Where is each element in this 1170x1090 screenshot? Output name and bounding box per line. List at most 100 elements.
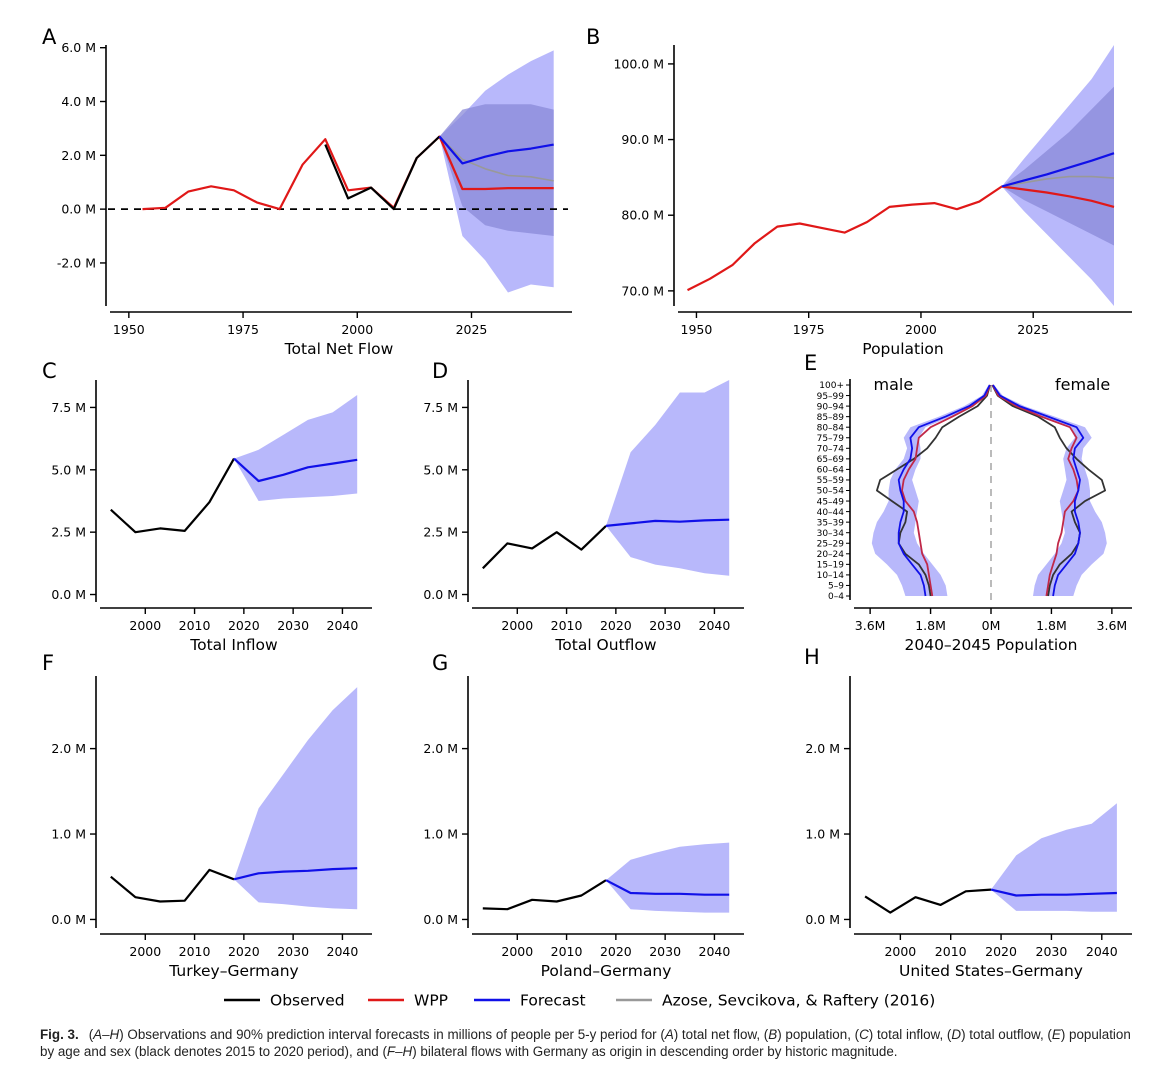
- forecast-series-line: [233, 457, 358, 483]
- caption-part: F–H: [386, 1044, 413, 1059]
- male-label: male: [874, 375, 914, 394]
- y-tick-label: 1.0 M: [805, 827, 840, 842]
- x-tick-label: 3.6M: [1097, 618, 1128, 633]
- caption-part: A: [664, 1027, 674, 1042]
- observed-series-line: [110, 868, 235, 903]
- x-tick-label: 2010: [551, 618, 583, 633]
- age-group-label: 0–4: [828, 592, 844, 602]
- age-group-label: 35–39: [817, 518, 845, 528]
- y-tick-label: 90.0 M: [621, 132, 664, 147]
- x-tick-label: 2040: [1086, 944, 1118, 959]
- panel-letter: E: [804, 351, 817, 375]
- age-group-label: 95–99: [817, 392, 845, 402]
- observed-series-line: [482, 879, 607, 911]
- y-tick-label: 1.0 M: [423, 827, 458, 842]
- caption-part: ) total outflow, (: [961, 1027, 1052, 1042]
- x-tick-label: 2010: [179, 618, 211, 633]
- caption-part: ) total net flow, (: [673, 1027, 769, 1042]
- x-axis-label: 2040–2045 Population: [904, 636, 1077, 654]
- legend: Observed WPP Forecast Azose, Sevcikova, & R…: [224, 992, 935, 1010]
- age-group-label: 75–79: [817, 434, 845, 444]
- azose-series-line: [438, 135, 554, 182]
- figure-caption: Fig. 3. (A–H) Observations and 90% predic…: [40, 1026, 1140, 1060]
- y-tick-label: 1.0 M: [51, 827, 86, 842]
- panel-b: 70.0 M 80.0 M 90.0 M 100.0 M 1950 1975 2000 202…: [586, 25, 1132, 358]
- y-tick-label: 0.0 M: [423, 587, 458, 602]
- age-group-label: 90–94: [817, 402, 845, 412]
- age-group-label: 80–84: [817, 423, 845, 433]
- caption-fig-label: Fig. 3.: [40, 1027, 79, 1042]
- x-tick-label: 2000: [341, 322, 373, 337]
- panel-a: -2.0 M 0.0 M 2.0 M 4.0 M 6.0 M 1950 1975 2000 20…: [42, 25, 572, 358]
- age-group-label: 15–19: [817, 561, 845, 571]
- x-tick-label: 2020: [228, 944, 260, 959]
- age-group-label: 25–29: [817, 539, 845, 549]
- age-group-label: 45–49: [817, 497, 845, 507]
- y-tick-label: 70.0 M: [621, 283, 664, 298]
- x-axis-label: Total Inflow: [189, 636, 278, 654]
- age-group-label: 10–14: [817, 571, 845, 581]
- x-axis-label: Population: [862, 340, 943, 358]
- y-tick-label: 7.5 M: [423, 400, 458, 415]
- x-tick-label: 2030: [649, 618, 681, 633]
- y-tick-label: 5.0 M: [51, 462, 86, 477]
- panel-letter: A: [42, 25, 57, 49]
- y-tick-label: 2.0 M: [423, 741, 458, 756]
- outer-interval-band: [234, 395, 358, 501]
- panel-h: 0.0 M 1.0 M 2.0 M 2000 2010 2020 2030 2040Unite…: [804, 645, 1132, 980]
- caption-part: D: [951, 1027, 962, 1042]
- outer-interval-band: [234, 687, 358, 910]
- caption-part: ) population, (: [777, 1027, 860, 1042]
- y-tick-label: 0.0 M: [423, 912, 458, 927]
- panel-c: 0.0 M 2.5 M 5.0 M 7.5 M 2000 2010 2020 2030 2040…: [42, 359, 372, 654]
- age-group-label: 85–89: [817, 413, 845, 423]
- male-wpp-line: [901, 384, 991, 597]
- caption-part: ) bilateral flows with Germany as origin…: [412, 1044, 898, 1059]
- y-tick-label: 2.5 M: [51, 525, 86, 540]
- x-tick-label: 2030: [277, 944, 309, 959]
- x-tick-label: 1950: [113, 322, 145, 337]
- forecast-series-line: [438, 135, 554, 165]
- y-tick-label: 0.0 M: [805, 912, 840, 927]
- x-tick-label: 2010: [935, 944, 967, 959]
- inner-interval-band: [439, 104, 554, 236]
- y-tick-label: 0.0 M: [61, 202, 96, 217]
- caption-part: ) total inflow, (: [868, 1027, 952, 1042]
- x-tick-label: 1.8M: [915, 618, 946, 633]
- y-tick-label: 2.5 M: [423, 525, 458, 540]
- panel-e-pyramid: 0–45–910–1415–1920–2425–2930–3435–3940–4…: [804, 351, 1132, 654]
- x-axis-label: Total Net Flow: [284, 340, 394, 358]
- x-tick-label: 2040: [699, 944, 731, 959]
- x-tick-label: 2000: [905, 322, 937, 337]
- age-group-label: 70–74: [817, 445, 845, 455]
- x-axis-label: Total Outflow: [554, 636, 656, 654]
- age-group-label: 5–9: [828, 582, 844, 592]
- age-group-label: 50–54: [817, 487, 845, 497]
- x-tick-label: 2030: [649, 944, 681, 959]
- x-tick-label: 2000: [501, 944, 533, 959]
- legend-label-azose: Azose, Sevcikova, & Raftery (2016): [662, 992, 935, 1010]
- caption-part: ) Observations and 90% prediction interv…: [119, 1027, 665, 1042]
- age-group-label: 40–44: [817, 508, 845, 518]
- outer-interval-band: [606, 842, 730, 913]
- x-tick-label: 2020: [600, 944, 632, 959]
- x-tick-label: 1975: [227, 322, 259, 337]
- x-tick-label: 3.6M: [855, 618, 886, 633]
- panel-letter: D: [432, 359, 448, 383]
- observed-series-line: [482, 525, 607, 570]
- male-observed-line: [876, 384, 991, 597]
- y-tick-label: 2.0 M: [805, 741, 840, 756]
- x-tick-label: 2010: [179, 944, 211, 959]
- age-group-label: 65–69: [817, 455, 845, 465]
- azose-series-line: [1001, 175, 1115, 188]
- y-tick-label: 4.0 M: [61, 94, 96, 109]
- x-tick-label: 0M: [982, 618, 1001, 633]
- female-label: female: [1055, 375, 1110, 394]
- caption-part: C: [859, 1027, 869, 1042]
- female-observed-line: [991, 384, 1106, 597]
- panel-letter: B: [586, 25, 600, 49]
- age-group-label: 30–34: [817, 529, 845, 539]
- panel-d: 0.0 M 2.5 M 5.0 M 7.5 M 2000 2010 2020 2030 2040…: [423, 359, 744, 654]
- x-tick-label: 2020: [985, 944, 1017, 959]
- forecast-series-line: [605, 518, 730, 527]
